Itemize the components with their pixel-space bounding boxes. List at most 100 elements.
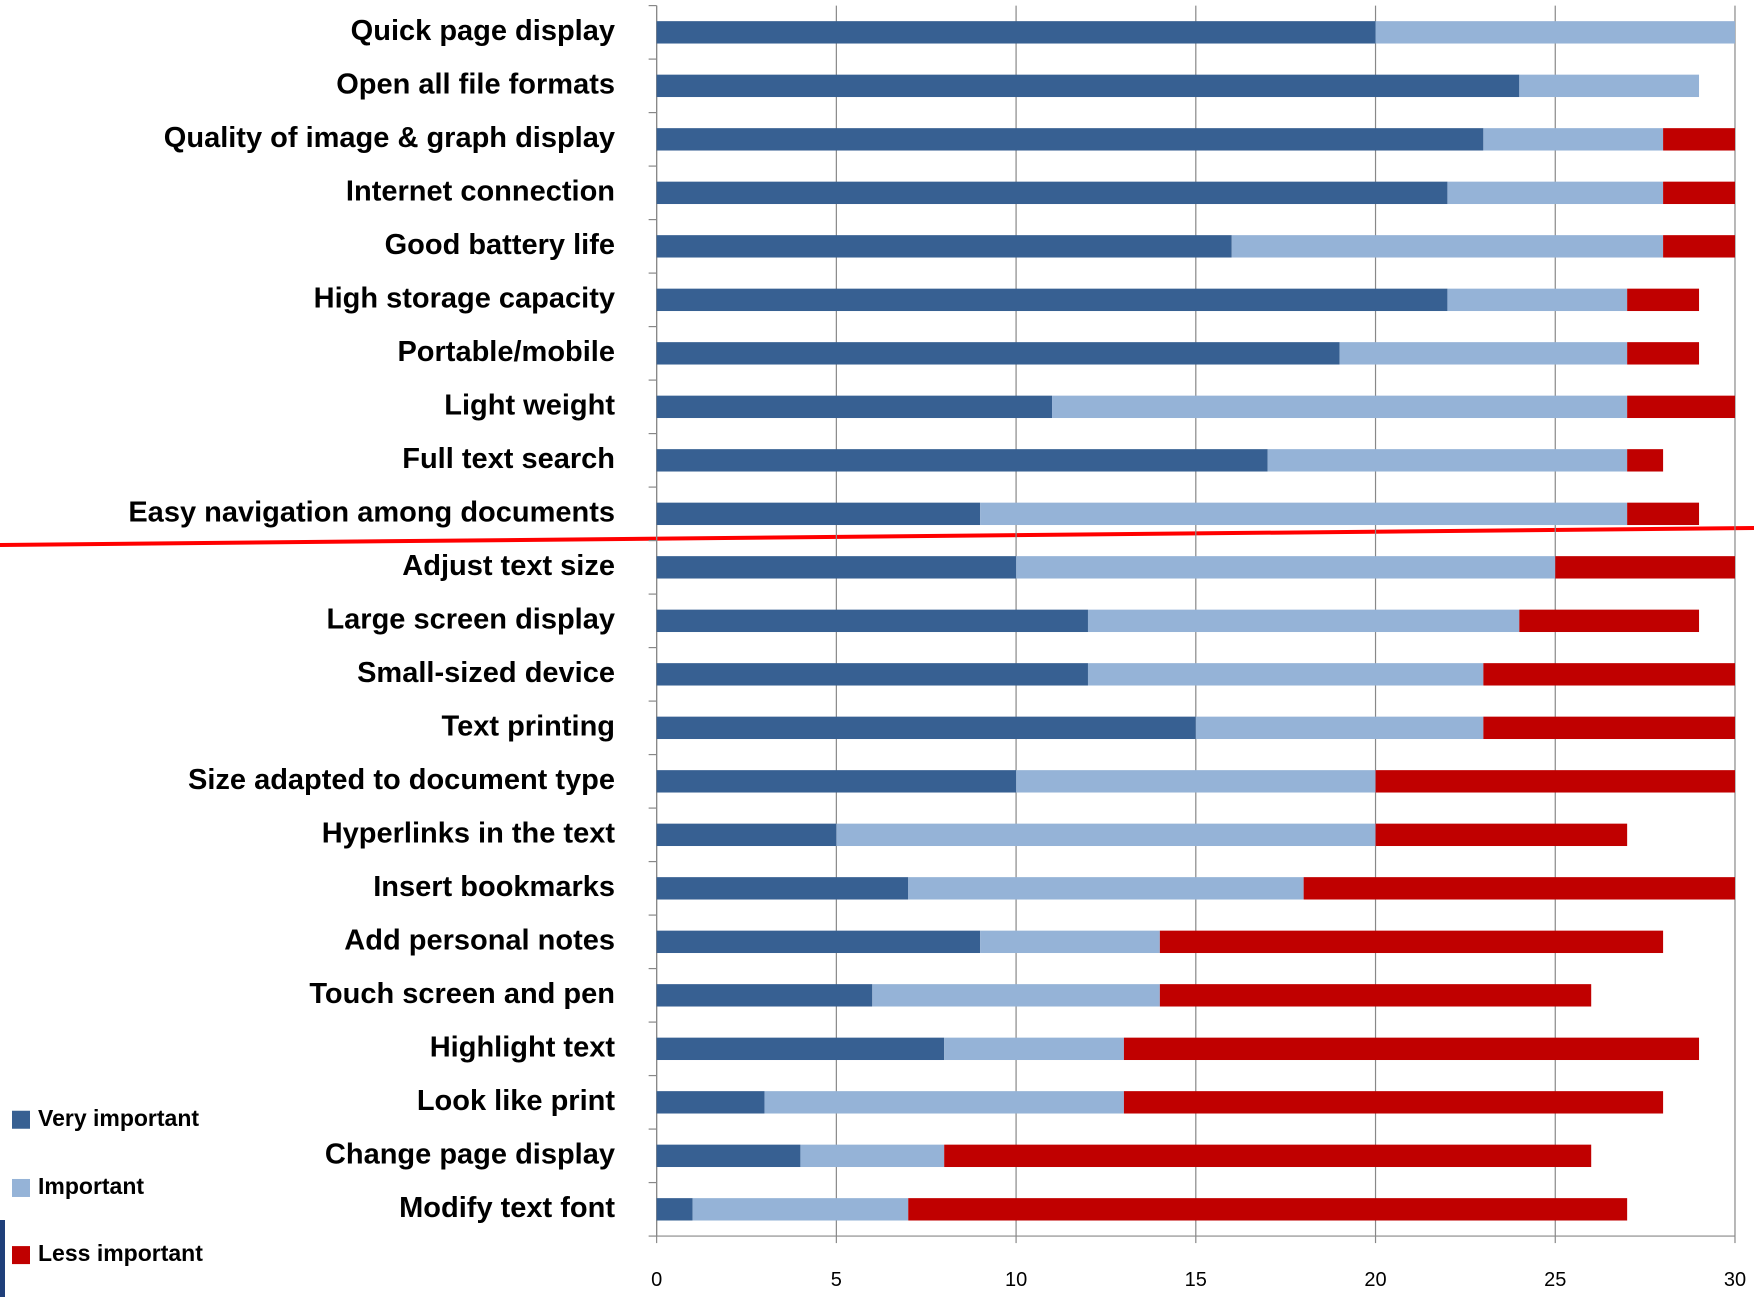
bar-segment — [1483, 128, 1664, 151]
bar-segment — [800, 1144, 945, 1168]
bar-segment — [656, 235, 1232, 258]
bar-segment — [656, 288, 1448, 312]
bar-segment — [656, 1091, 765, 1114]
bar-segment — [656, 74, 1520, 98]
category-label: Size adapted to document type — [188, 764, 615, 796]
bar-segment — [1663, 181, 1735, 205]
bar-segment — [1627, 449, 1664, 472]
x-tick-label: 0 — [651, 1269, 662, 1291]
bar-segment — [1375, 21, 1735, 44]
bar-segment — [656, 930, 981, 954]
legend-swatch — [12, 1178, 30, 1197]
bar-segment — [1375, 770, 1735, 793]
bar-segment — [1195, 716, 1484, 740]
bar-segment — [656, 1144, 801, 1168]
bar-segment — [656, 128, 1484, 151]
bar-segment — [656, 823, 837, 847]
x-tick-label: 30 — [1724, 1269, 1746, 1291]
category-label: Open all file formats — [336, 68, 615, 100]
bar-segment — [1087, 609, 1520, 633]
bar-segment — [656, 609, 1088, 633]
bar-segment — [656, 1198, 693, 1221]
divider-line — [0, 526, 1754, 547]
x-tick-label: 20 — [1364, 1269, 1386, 1291]
bar-segment — [1627, 342, 1700, 365]
bar-segment — [656, 502, 981, 526]
category-label: Easy navigation among documents — [128, 496, 615, 528]
x-tick-label: 5 — [831, 1269, 842, 1291]
bar-segment — [1159, 984, 1592, 1007]
bar-segment — [656, 342, 1340, 365]
bar-segment — [1375, 823, 1628, 847]
bar-segment — [656, 449, 1268, 472]
category-label: Insert bookmarks — [373, 871, 615, 903]
x-tick-label: 25 — [1544, 1269, 1566, 1291]
category-label: Full text search — [402, 443, 615, 475]
legend-label: Very important — [38, 1105, 199, 1131]
bar-segment — [1159, 930, 1664, 954]
bar-segment — [656, 395, 1053, 419]
bar-segment — [1231, 235, 1664, 258]
legend-label: Important — [38, 1173, 144, 1199]
bar-segment — [1339, 342, 1628, 365]
bar-segment — [1016, 556, 1556, 579]
category-label: Look like print — [417, 1085, 616, 1117]
bar-segment — [656, 716, 1196, 740]
category-label: Modify text font — [399, 1192, 615, 1224]
category-label: Highlight text — [430, 1031, 616, 1063]
category-label: Portable/mobile — [397, 336, 615, 368]
bar-segment — [980, 502, 1628, 526]
bar-segment — [836, 823, 1376, 847]
legend-swatch — [12, 1110, 30, 1129]
bar-segment — [1123, 1037, 1700, 1061]
bar-segment — [656, 21, 1376, 44]
bar-segment — [1447, 181, 1664, 205]
legend-swatch — [12, 1246, 30, 1265]
bar-segment — [1447, 288, 1628, 312]
bar-segment — [1123, 1091, 1664, 1114]
legend-label: Less important — [38, 1240, 203, 1266]
category-label: Small-sized device — [357, 657, 615, 689]
bar-segment — [1519, 74, 1700, 98]
category-label: Text printing — [442, 710, 615, 742]
category-label: Good battery life — [385, 229, 615, 261]
bar-segment — [908, 877, 1304, 900]
x-tick-label: 10 — [1005, 1269, 1027, 1291]
bar-segment — [1663, 128, 1735, 151]
bar-segment — [1483, 663, 1735, 686]
bar-segment — [656, 984, 873, 1007]
bar-segment — [656, 556, 1017, 579]
bar-segment — [656, 181, 1448, 205]
bar-segment — [656, 663, 1088, 686]
bar-segment — [944, 1144, 1592, 1168]
bar-segment — [1519, 609, 1700, 633]
category-label: Light weight — [444, 389, 615, 421]
bar-segment — [1016, 770, 1376, 793]
category-label: High storage capacity — [314, 282, 615, 314]
category-label: Internet connection — [346, 175, 615, 207]
edge-mark — [0, 1220, 5, 1297]
category-label: Add personal notes — [344, 924, 615, 956]
bar-segment — [692, 1198, 909, 1221]
category-label: Quality of image & graph display — [164, 122, 615, 154]
category-label: Hyperlinks in the text — [322, 817, 616, 849]
bar-segment — [656, 877, 909, 900]
bar-segment — [1555, 556, 1735, 579]
bar-segment — [944, 1037, 1124, 1061]
bar-segment — [1087, 663, 1484, 686]
bar-segment — [980, 930, 1160, 954]
category-label: Touch screen and pen — [309, 978, 615, 1010]
bar-segment — [1627, 502, 1700, 526]
bar-segment — [1303, 877, 1735, 900]
bar-segment — [1627, 395, 1735, 419]
bar-segment — [1052, 395, 1628, 419]
bar-segment — [764, 1091, 1124, 1114]
bar-segment — [1483, 716, 1735, 740]
bar-segment — [656, 1037, 945, 1061]
category-label: Change page display — [325, 1138, 615, 1170]
bar-segment — [1663, 235, 1735, 258]
category-label: Large screen display — [326, 603, 615, 635]
category-label: Adjust text size — [402, 550, 615, 582]
bar-segment — [1267, 449, 1628, 472]
